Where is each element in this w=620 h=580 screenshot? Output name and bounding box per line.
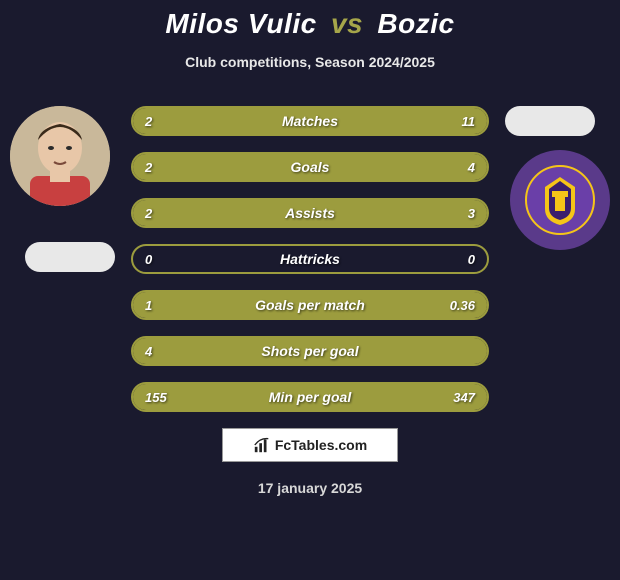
bar-label: Shots per goal xyxy=(133,338,487,364)
bar-value-right: 11 xyxy=(462,108,476,134)
stat-bars-container: 2Matches11 2Goals4 2Assists3 0Hattricks0 1Go… xyxy=(131,90,489,412)
stat-bar-row: 155Min per goal347 xyxy=(131,382,489,412)
bar-value-right: 3 xyxy=(468,200,475,226)
player1-portrait-icon xyxy=(10,106,110,206)
logo-text: FcTables.com xyxy=(275,437,367,453)
bar-label: Goals xyxy=(133,154,487,180)
comparison-title: Milos Vulic vs Bozic xyxy=(0,0,620,40)
stat-bar-row: 4Shots per goal xyxy=(131,336,489,366)
bar-value-right: 4 xyxy=(468,154,475,180)
stat-bar-row: 2Matches11 xyxy=(131,106,489,136)
bar-label: Hattricks xyxy=(133,246,487,272)
date-line: 17 january 2025 xyxy=(0,480,620,496)
stat-bar-row: 2Assists3 xyxy=(131,198,489,228)
vs-text: vs xyxy=(331,8,363,39)
subtitle: Club competitions, Season 2024/2025 xyxy=(0,54,620,70)
bar-label: Goals per match xyxy=(133,292,487,318)
bar-label: Matches xyxy=(133,108,487,134)
content-area: 2Matches11 2Goals4 2Assists3 0Hattricks0 1Go… xyxy=(0,90,620,412)
bar-value-right: 0.36 xyxy=(450,292,475,318)
stat-bar-row: 1Goals per match0.36 xyxy=(131,290,489,320)
bar-label: Min per goal xyxy=(133,384,487,410)
player1-avatar xyxy=(10,106,110,206)
club-crest-icon xyxy=(525,165,595,235)
chart-icon xyxy=(253,436,271,454)
bar-label: Assists xyxy=(133,200,487,226)
stat-bar-row: 2Goals4 xyxy=(131,152,489,182)
player2-name: Bozic xyxy=(377,8,454,39)
player1-club-pill xyxy=(25,242,115,272)
player2-club-pill xyxy=(505,106,595,136)
fctables-logo[interactable]: FcTables.com xyxy=(222,428,398,462)
player1-name: Milos Vulic xyxy=(165,8,316,39)
player2-club-crest xyxy=(510,150,610,250)
bar-value-right: 0 xyxy=(468,246,475,272)
stat-bar-row: 0Hattricks0 xyxy=(131,244,489,274)
bar-value-right: 347 xyxy=(453,384,475,410)
